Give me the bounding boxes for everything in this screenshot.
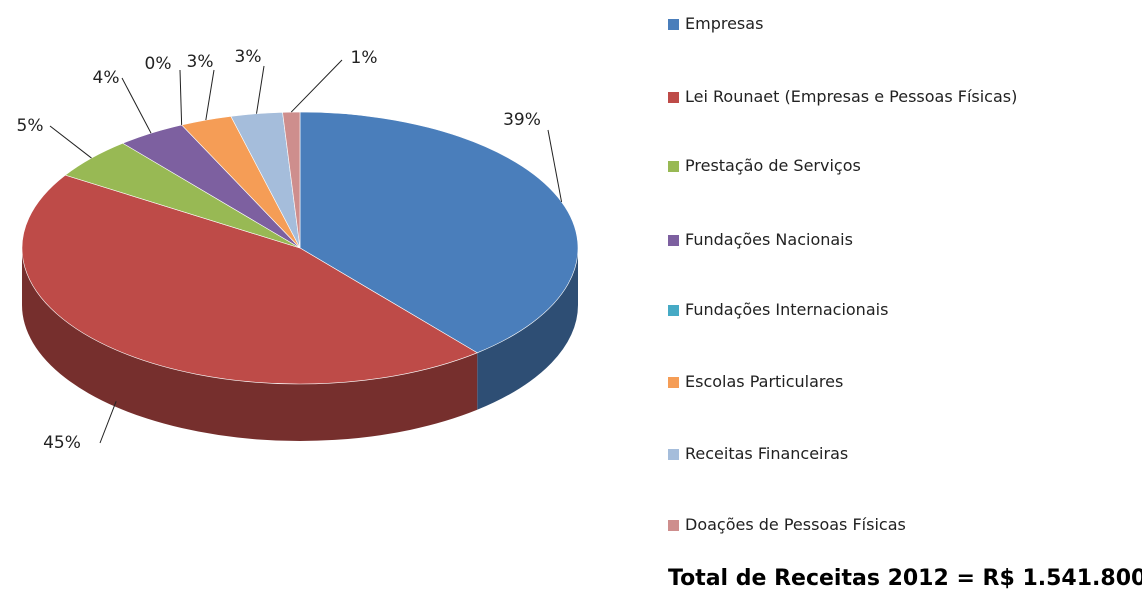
legend-swatch (668, 92, 679, 103)
leader-line (179, 69, 183, 125)
legend-item: Doações de Pessoas Físicas (668, 513, 1025, 537)
legend-label: Empresas (685, 14, 764, 33)
legend-item: Fundações Internacionais (668, 298, 1025, 322)
data-label: 5% (17, 116, 44, 136)
total-annotation: Total de Receitas 2012 = R$ 1.541.800 (668, 566, 1142, 591)
leader-line (99, 401, 117, 444)
legend-swatch (668, 235, 679, 246)
slice-side (22, 248, 478, 442)
legend-label: Fundações Nacionais (685, 230, 853, 249)
data-label: 0% (145, 54, 172, 74)
legend-label: Receitas Financeiras (685, 444, 849, 463)
leader-line (547, 129, 563, 203)
leader-line (121, 77, 152, 134)
leader-line (256, 65, 265, 114)
legend-label: Lei Rounaet (Empresas e Pessoas Físicas) (685, 87, 1018, 106)
data-label: 3% (235, 47, 262, 67)
legend-swatch (668, 161, 679, 172)
leader-line (290, 59, 343, 113)
legend-label: Fundações Internacionais (685, 300, 889, 319)
legend-item: Escolas Particulares (668, 370, 1025, 394)
legend-swatch (668, 377, 679, 388)
leader-line (49, 125, 92, 159)
slice-side (477, 248, 578, 410)
legend-item: Receitas Financeiras (668, 442, 1025, 466)
legend-item: Lei Rounaet (Empresas e Pessoas Físicas) (668, 85, 1025, 109)
legend-label: Doações de Pessoas Físicas (685, 515, 906, 534)
slice (299, 111, 579, 354)
leader-line (205, 69, 215, 121)
data-label: 3% (187, 52, 214, 72)
chart: 39% 45% 5% 4% 0% 3% 3% 1% (17, 47, 579, 453)
legend-item: Fundações Nacionais (668, 228, 1025, 252)
data-label: 45% (43, 433, 81, 453)
legend-label: Escolas Particulares (685, 372, 844, 391)
legend-item: Prestação de Serviços (668, 154, 1025, 178)
legend-item: Empresas (668, 12, 1025, 36)
legend-label: Prestação de Serviços (685, 156, 861, 175)
legend-swatch (668, 19, 679, 30)
legend-swatch (668, 520, 679, 531)
slice (21, 174, 478, 385)
data-label: 4% (93, 68, 120, 88)
legend-swatch (668, 449, 679, 460)
data-label: 1% (351, 48, 378, 68)
legend-swatch (668, 305, 679, 316)
data-label: 39% (503, 110, 541, 130)
